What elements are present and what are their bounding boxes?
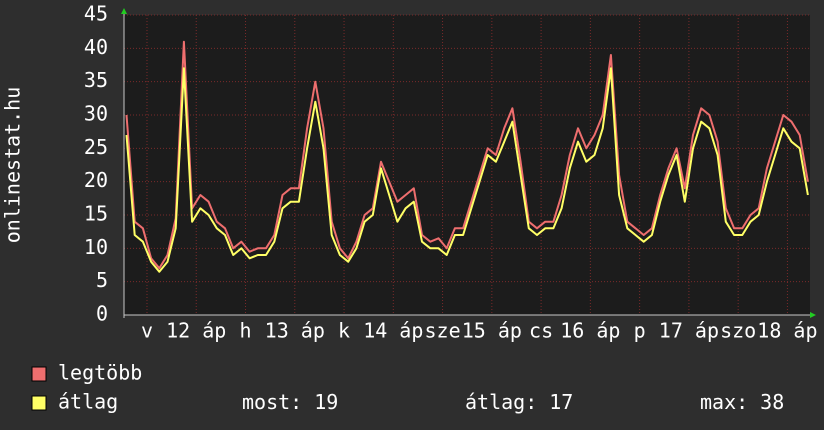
stat: max: 38 (700, 390, 784, 414)
x-tick-label: 18 áp (757, 319, 817, 343)
x-tick-label: k (338, 319, 350, 343)
x-tick-label: 13 áp (265, 319, 325, 343)
legend-swatch (31, 395, 47, 411)
y-tick-label: 10 (84, 235, 108, 259)
y-tick-label: 0 (96, 302, 108, 326)
y-axis-label: onlinestat.hu (1, 87, 25, 244)
y-tick-label: 15 (84, 202, 108, 226)
plot-area (124, 15, 810, 315)
y-tick-label: 5 (96, 268, 108, 292)
legend: legtöbb átlag most: 19 átlag: 17 max: 38 (31, 361, 784, 414)
x-tick-label: p (634, 319, 646, 343)
x-arrow (810, 312, 816, 318)
series-line (125, 40, 809, 270)
y-tick-label: 45 (84, 2, 108, 26)
stat-label: max: (700, 390, 748, 414)
x-tick-label: 12 áp (166, 319, 226, 343)
legend-label: legtöbb (58, 361, 142, 385)
y-tick-label: 20 (84, 168, 108, 192)
series-line (125, 67, 809, 273)
y-tick-label: 40 (84, 35, 108, 59)
y-tick-label: 25 (84, 135, 108, 159)
x-tick-label: 16 áp (560, 319, 620, 343)
y-tick-label: 35 (84, 68, 108, 92)
legend-label: átlag (58, 390, 118, 414)
stat-value: 17 (549, 390, 573, 414)
x-tick-label: szo (720, 319, 756, 343)
x-tick-label: cs (529, 319, 553, 343)
stat-label: átlag: (465, 390, 537, 414)
y-arrow (121, 8, 127, 14)
stat-label: most: (242, 390, 302, 414)
x-tick-label: 17 áp (659, 319, 719, 343)
legend-swatch (31, 366, 47, 382)
x-tick-label: 14 áp (363, 319, 423, 343)
stat-value: 38 (760, 390, 784, 414)
x-tick-label: sze (425, 319, 461, 343)
y-tick-label: 30 (84, 102, 108, 126)
x-tick-label: v (141, 319, 153, 343)
stat: átlag: 17 (465, 390, 573, 414)
x-tick-label: 15 áp (462, 319, 522, 343)
x-tick-label: h (239, 319, 251, 343)
stat: most: 19 (242, 390, 338, 414)
lines (125, 40, 809, 273)
stat-value: 19 (314, 390, 338, 414)
